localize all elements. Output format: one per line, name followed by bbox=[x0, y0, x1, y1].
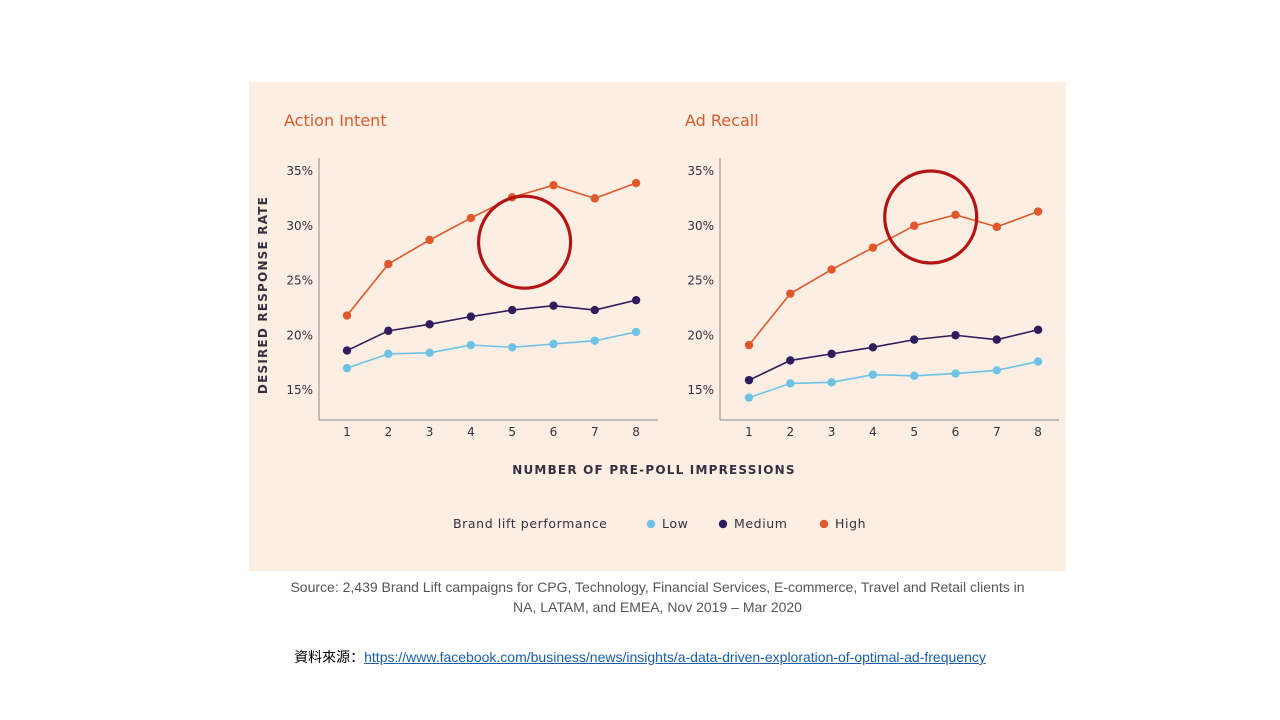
panel-2-series-high-line bbox=[748, 210, 1039, 346]
panel-2-x-tick-label: 5 bbox=[910, 425, 918, 439]
panel-1-series-medium-point bbox=[631, 296, 641, 305]
panel-1-series-high-point bbox=[631, 178, 641, 188]
panel-2-x-tick-label: 8 bbox=[1034, 425, 1042, 439]
panel-2-y-tick-label: 30% bbox=[687, 219, 714, 233]
panel-2-series-medium-line bbox=[748, 328, 1039, 381]
panel-1-series-low-line bbox=[346, 331, 637, 369]
panel-1-series-medium-point bbox=[590, 305, 599, 315]
panel-1-x-tick-label: 2 bbox=[384, 425, 392, 439]
legend-marker-medium bbox=[718, 519, 728, 529]
panel-2-series-high-point bbox=[868, 243, 878, 252]
panel-2-series-high-point bbox=[951, 210, 960, 219]
panel-1-y-tick-label: 30% bbox=[286, 219, 313, 233]
panel-2-series-low-point bbox=[992, 366, 1001, 375]
legend-title: Brand lift performance bbox=[453, 516, 607, 531]
panel-1-x-tick-label: 6 bbox=[550, 425, 558, 439]
panel-1-series-high-point bbox=[549, 181, 558, 190]
panel-1-y-tick-label: 15% bbox=[286, 383, 313, 397]
panel-1-x-tick-label: 8 bbox=[632, 425, 640, 439]
panel-2-series-medium-point bbox=[868, 343, 878, 352]
panel-1-highlight-circle bbox=[476, 194, 573, 290]
panel-2-title: Ad Recall bbox=[685, 111, 759, 130]
panel-1-series-high-point bbox=[466, 213, 476, 223]
panel-2-series-low-point bbox=[951, 369, 960, 378]
legend-label-medium: Medium bbox=[734, 516, 788, 531]
panel-1-x-tick-label: 7 bbox=[591, 425, 599, 439]
panel-1-series-high-point bbox=[425, 235, 434, 245]
panel-1-x-tick-label: 3 bbox=[426, 425, 434, 439]
panel-1-series-low-point bbox=[342, 363, 352, 373]
panel-1-series-medium-point bbox=[425, 320, 434, 329]
panel-2-y-tick-label: 35% bbox=[687, 164, 714, 178]
chart-canvas: Action Intent 35% 30% 25% 20% 15% 1 2 3 4 5 6 7 8 Ad R… bbox=[256, 111, 1059, 531]
source-note-line-2: NA, LATAM, and EMEA, Nov 2019 – Mar 2020 bbox=[513, 599, 802, 615]
chart-panel: Action Intent 35% 30% 25% 20% 15% 1 2 3 4 5 6 7 8 Ad R… bbox=[249, 82, 1066, 571]
legend-marker-high bbox=[819, 519, 829, 529]
y-axis-label: DESIRED RESPONSE RATE bbox=[256, 196, 270, 394]
panel-2-x-tick-label: 6 bbox=[952, 425, 960, 439]
reference-label: 資料來源： bbox=[294, 650, 365, 666]
panel-2-series-medium-point bbox=[744, 375, 754, 385]
panel-1-y-tick-label: 35% bbox=[286, 164, 313, 178]
panel-2-x-tick-label: 7 bbox=[993, 425, 1001, 439]
panel-1-series-medium-point bbox=[466, 312, 476, 321]
panel-2-series-medium-point bbox=[910, 335, 919, 344]
panel-2-x-tick-label: 3 bbox=[828, 425, 836, 439]
panel-1-series-medium-point bbox=[508, 305, 517, 315]
legend-marker-low bbox=[646, 519, 656, 529]
panel-2-series-high-point bbox=[827, 265, 836, 274]
panel-1-series-medium-point bbox=[549, 301, 558, 310]
panel-1-series-high-point bbox=[342, 311, 352, 320]
panel-2-series-high-point bbox=[910, 221, 919, 230]
panel-1-x-tick-label: 4 bbox=[467, 425, 475, 439]
panel-2-series-medium-point bbox=[1033, 325, 1043, 334]
panel-2-x-tick-label: 4 bbox=[869, 425, 877, 439]
legend-label-high: High bbox=[835, 516, 866, 531]
panel-1-series-low-point bbox=[549, 339, 558, 349]
panel-2-series-medium-point bbox=[992, 335, 1001, 344]
panel-1-y-tick-label: 25% bbox=[286, 274, 313, 288]
panel-2-series-medium-point bbox=[786, 356, 795, 365]
panel-1-series-medium-point bbox=[342, 346, 352, 355]
panel-2-series-low-point bbox=[1033, 357, 1043, 366]
panel-1-series-medium-line bbox=[346, 299, 637, 352]
legend-label-low: Low bbox=[662, 516, 688, 531]
panel-1-series-low-point bbox=[466, 340, 476, 350]
reference-link[interactable]: https://www.facebook.com/business/news/i… bbox=[364, 649, 986, 665]
panel-2-series-low-line bbox=[748, 360, 1039, 399]
panel-2-y-tick-label: 20% bbox=[687, 328, 714, 342]
panel-1-y-tick-label: 20% bbox=[286, 328, 313, 342]
panel-2-series-high-point bbox=[786, 289, 795, 298]
panel-2-y-tick-label: 15% bbox=[687, 383, 714, 397]
panel-2-series-low-point bbox=[744, 393, 754, 402]
panel-1-series-medium-point bbox=[384, 326, 393, 336]
panel-1-series-low-point bbox=[590, 336, 599, 345]
panel-1-title: Action Intent bbox=[284, 111, 387, 130]
panel-2-series-medium-point bbox=[951, 331, 960, 340]
panel-2-series-low-point bbox=[786, 379, 795, 388]
panel-1-x-tick-label: 1 bbox=[343, 425, 351, 439]
panel-2-x-tick-label: 2 bbox=[786, 425, 794, 439]
panel-2-highlight-circle bbox=[883, 169, 979, 265]
panel-2-series-high-point bbox=[744, 340, 754, 350]
panel-2-series-high-point bbox=[1033, 207, 1043, 216]
panel-2-series-low-point bbox=[910, 371, 919, 380]
panel-2-series-low-point bbox=[868, 370, 878, 379]
panel-1-series-low-point bbox=[631, 327, 641, 337]
source-note-line-1: Source: 2,439 Brand Lift campaigns for C… bbox=[290, 579, 1025, 595]
panel-1-series-high-line bbox=[346, 182, 637, 317]
panel-1-series-high-point bbox=[590, 194, 599, 203]
panel-2-y-tick-label: 25% bbox=[687, 274, 714, 288]
panel-1-series-low-point bbox=[425, 348, 434, 357]
panel-2-x-tick-label: 1 bbox=[745, 425, 753, 439]
panel-2-series-high-point bbox=[992, 222, 1001, 232]
panel-2-series-medium-point bbox=[827, 349, 836, 359]
x-axis-label: NUMBER OF PRE-POLL IMPRESSIONS bbox=[512, 463, 795, 477]
panel-1-series-high-point bbox=[384, 259, 393, 269]
panel-1-series-low-point bbox=[384, 349, 393, 359]
panel-1-x-tick-label: 5 bbox=[508, 425, 516, 439]
panel-2-series-low-point bbox=[827, 378, 836, 387]
panel-1-series-low-point bbox=[508, 343, 517, 352]
reference-line: 資料來源：https://www.facebook.com/business/n… bbox=[0, 647, 1280, 667]
